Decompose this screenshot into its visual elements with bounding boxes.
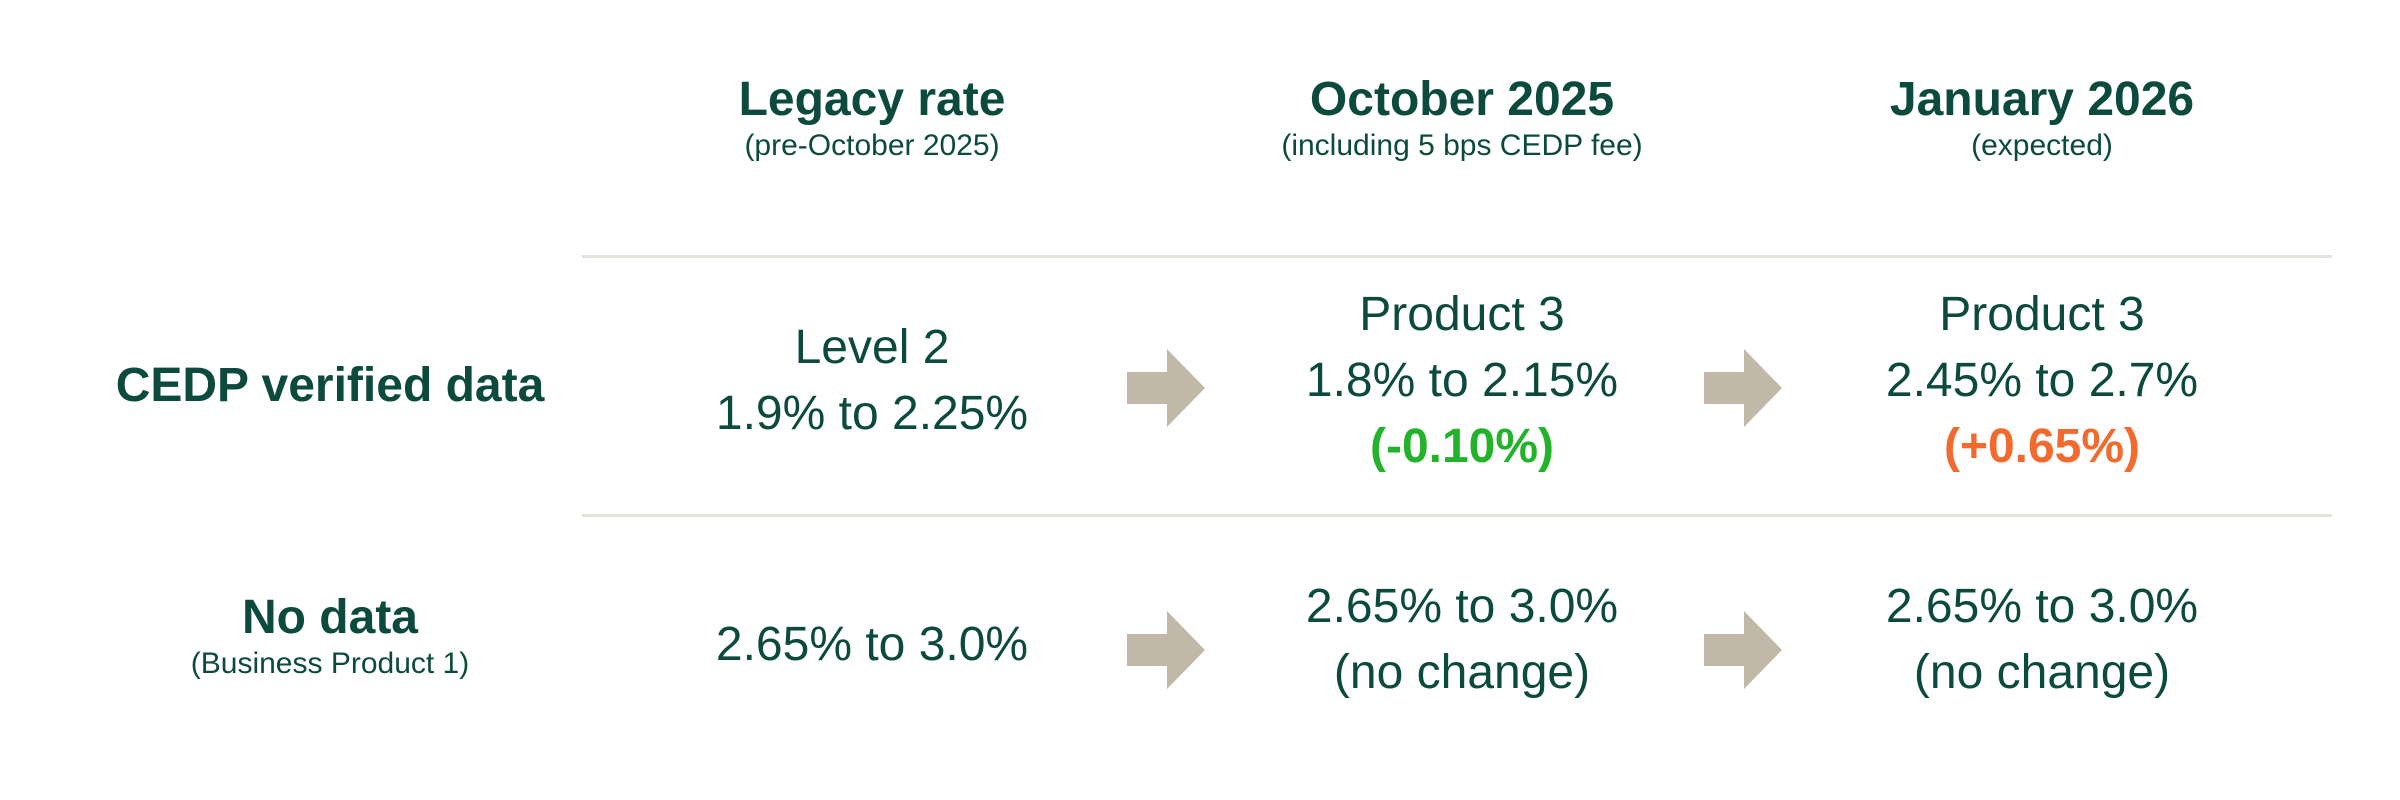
- arrow-right-icon: [1704, 349, 1782, 427]
- row-cedp-legacy-line1: Level 2: [794, 321, 950, 374]
- row-cedp-january: Product 3 2.45% to 2.7% (+0.65%): [1842, 282, 2242, 480]
- header-january: January 2026 (expected): [1842, 72, 2242, 164]
- header-january-title: January 2026: [1889, 73, 2195, 126]
- row-cedp-october-line2: 1.8% to 2.15%: [1305, 354, 1619, 407]
- arrow-right-icon: [1704, 611, 1782, 689]
- row-nodata-subtitle: (Business Product 1): [190, 647, 470, 680]
- row-cedp-october: Product 3 1.8% to 2.15% (-0.10%): [1232, 282, 1692, 480]
- row-cedp-label: CEDP verified data: [80, 358, 580, 414]
- divider-top: [582, 255, 2332, 258]
- header-january-subtitle: (expected): [1971, 129, 2113, 162]
- divider-middle: [582, 514, 2332, 517]
- row-cedp-october-line1: Product 3: [1359, 288, 1565, 341]
- row-nodata-legacy: 2.65% to 3.0%: [672, 612, 1072, 678]
- row-cedp-january-line1: Product 3: [1939, 288, 2145, 341]
- row-nodata-title: No data: [241, 591, 418, 644]
- row-cedp-january-change: (+0.65%): [1943, 420, 2141, 473]
- row-cedp-october-change: (-0.10%): [1369, 420, 1555, 473]
- row-cedp-january-line2: 2.45% to 2.7%: [1885, 354, 2199, 407]
- arrow-right-icon: [1127, 611, 1205, 689]
- row-nodata-january-line2: (no change): [1913, 646, 2171, 699]
- header-legacy: Legacy rate (pre-October 2025): [682, 72, 1062, 164]
- header-october-subtitle: (including 5 bps CEDP fee): [1281, 129, 1643, 162]
- header-legacy-subtitle: (pre-October 2025): [744, 129, 1000, 162]
- header-legacy-title: Legacy rate: [738, 73, 1006, 126]
- arrow-right-icon: [1127, 349, 1205, 427]
- row-nodata-label: No data (Business Product 1): [80, 590, 580, 682]
- row-cedp-legacy-line2: 1.9% to 2.25%: [715, 387, 1029, 440]
- row-nodata-october: 2.65% to 3.0% (no change): [1232, 574, 1692, 706]
- header-october-title: October 2025: [1309, 73, 1615, 126]
- row-nodata-january-line1: 2.65% to 3.0%: [1885, 580, 2199, 633]
- row-cedp-legacy: Level 2 1.9% to 2.25%: [672, 315, 1072, 447]
- row-nodata-october-line1: 2.65% to 3.0%: [1305, 580, 1619, 633]
- row-nodata-january: 2.65% to 3.0% (no change): [1842, 574, 2242, 706]
- header-october: October 2025 (including 5 bps CEDP fee): [1232, 72, 1692, 164]
- row-nodata-legacy-line1: 2.65% to 3.0%: [715, 618, 1029, 671]
- row-nodata-october-line2: (no change): [1333, 646, 1591, 699]
- row-cedp-title: CEDP verified data: [115, 359, 545, 412]
